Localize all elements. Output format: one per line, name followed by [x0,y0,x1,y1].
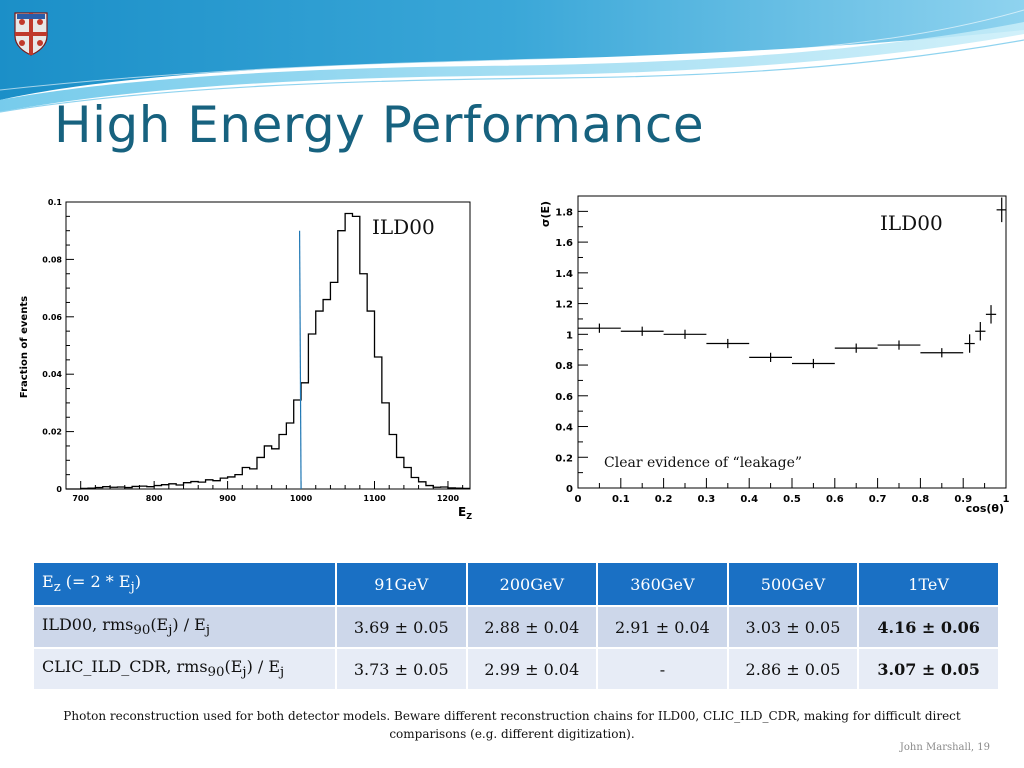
table-header-cell: 200GeV [467,563,597,605]
y-tick-label: 0.06 [42,313,62,322]
data-point [749,352,792,362]
results-table: Ez (= 2 * Ej) 91GeV 200GeV 360GeV 500GeV… [32,561,1000,691]
histogram-label: ILD00 [372,215,435,239]
table-header-cell: 500GeV [728,563,858,605]
row-label: ILD00, rms90(Ej) / Ej [34,607,335,647]
histogram-xlabel: EZ [458,505,472,521]
page-title: High Energy Performance [54,96,705,154]
leakage-annotation: Clear evidence of “leakage” [604,455,802,471]
table-cell: - [598,649,727,689]
footnote: Photon reconstruction used for both dete… [63,709,961,741]
x-tick-label: 0.7 [869,494,887,505]
table-cell: 3.69 ± 0.05 [337,607,466,647]
table-cell: 2.88 ± 0.04 [467,607,597,647]
table-cell: 3.73 ± 0.05 [337,649,466,689]
data-point [706,338,750,349]
slide-credit: John Marshall, 19 [899,742,990,753]
data-point [996,197,1006,223]
data-point [920,348,964,358]
resolution-ylabel: σ(E) [539,201,552,227]
y-tick-label: 1.6 [555,238,573,249]
university-crest-icon [14,12,48,56]
table-cell: 4.16 ± 0.06 [859,607,998,647]
row-label: CLIC_ILD_CDR, rms90(Ej) / Ej [34,649,335,689]
y-tick-label: 0 [566,484,573,495]
x-tick-label: 0.5 [783,494,801,505]
x-tick-label: 900 [219,494,236,503]
data-point [877,340,921,350]
x-tick-label: 0.1 [612,494,630,505]
y-tick-label: 1.4 [555,269,573,280]
y-tick-label: 0.4 [555,423,573,434]
data-point [663,329,707,339]
resolution-label: ILD00 [880,211,943,235]
data-point [792,358,835,369]
data-point [975,322,986,341]
data-point [964,334,975,353]
x-tick-label: 0.9 [954,494,972,505]
data-point [620,326,664,336]
y-tick-label: 0 [56,485,62,494]
y-tick-label: 0.1 [48,198,63,207]
x-tick-label: 800 [146,494,163,503]
y-tick-label: 0.02 [42,428,62,437]
x-tick-label: 1200 [437,494,460,503]
x-tick-label: 1 [1003,494,1010,505]
histogram-ylabel: Fraction of events [19,296,30,398]
x-tick-label: 1100 [363,494,386,503]
y-tick-label: 1.2 [555,300,573,311]
resolution-xlabel: cos(θ) [966,502,1004,515]
x-tick-label: 0.6 [826,494,844,505]
y-tick-label: 0.08 [42,255,62,264]
table-header-cell: 1TeV [859,563,998,605]
y-tick-label: 0.6 [555,392,573,403]
y-tick-label: 0.04 [42,370,62,379]
table-cell: 2.99 ± 0.04 [467,649,597,689]
x-tick-label: 1000 [290,494,313,503]
table-header-energy: Ez (= 2 * Ej) [34,563,335,605]
table-header-cell: 91GeV [337,563,466,605]
table-header-row: Ez (= 2 * Ej) 91GeV 200GeV 360GeV 500GeV… [34,563,998,605]
data-point [834,343,878,353]
table-row: CLIC_ILD_CDR, rms90(Ej) / Ej 3.73 ± 0.05… [34,649,998,689]
x-tick-label: 0.4 [740,494,758,505]
table-cell: 3.07 ± 0.05 [859,649,998,689]
table-row: ILD00, rms90(Ej) / Ej 3.69 ± 0.05 2.88 ±… [34,607,998,647]
table-cell: 2.86 ± 0.05 [728,649,858,689]
energy-histogram-svg: Fraction of events EZ ILD00 0 0.02 0.04 0.0… [19,198,472,521]
header-swoosh [0,0,1024,113]
x-tick-label: 0 [575,494,582,505]
y-tick-label: 1.8 [555,207,573,218]
table-header-cell: 360GeV [598,563,727,605]
x-tick-label: 0.2 [655,494,673,505]
energy-histogram: Fraction of events EZ ILD00 0 0.02 0.04 0.0… [10,192,480,522]
table-cell: 2.91 ± 0.04 [598,607,727,647]
data-point [985,305,997,324]
fit-line [298,230,302,490]
resolution-plot-svg: σ(E) cos(θ) ILD00 Clear evidence of “lea… [539,195,1010,515]
x-tick-label: 700 [72,494,89,503]
y-tick-label: 0.8 [555,361,573,372]
table-cell: 3.03 ± 0.05 [728,607,858,647]
histogram-outline [66,212,470,490]
data-point [578,323,621,333]
x-tick-label: 0.3 [698,494,716,505]
resolution-plot: σ(E) cos(θ) ILD00 Clear evidence of “lea… [530,192,1024,522]
y-tick-label: 1 [566,330,573,341]
x-tick-label: 0.8 [912,494,930,505]
y-tick-label: 0.2 [555,453,573,464]
